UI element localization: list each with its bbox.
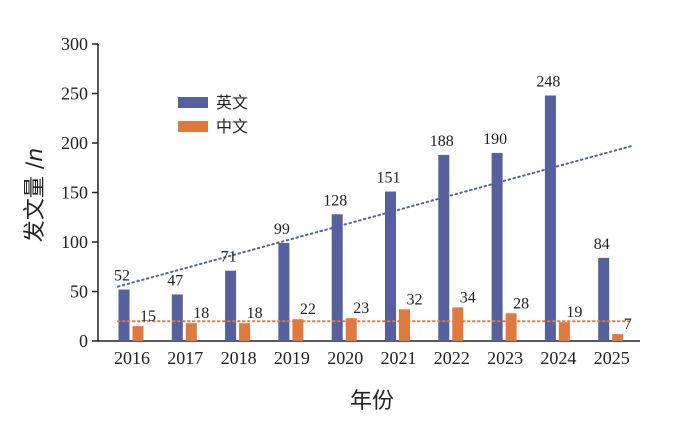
y-tick-label: 150 bbox=[61, 183, 88, 203]
x-tick-label: 2020 bbox=[327, 348, 363, 368]
data-label-chinese: 18 bbox=[247, 305, 263, 322]
legend: 英文 中文 bbox=[178, 93, 248, 136]
data-labels: 52 47 71 99 128 151 188 190 248 84 15 18 18 22 23 32 34 2… bbox=[114, 73, 632, 333]
data-label-english: 71 bbox=[221, 249, 237, 266]
data-label-chinese: 34 bbox=[460, 289, 476, 306]
bar-chinese bbox=[612, 334, 624, 341]
y-tick-label: 300 bbox=[61, 34, 88, 54]
x-tick-label: 2024 bbox=[540, 348, 576, 368]
bar-chinese bbox=[292, 319, 304, 341]
data-label-english: 188 bbox=[430, 133, 454, 150]
y-axis-title-var: n bbox=[23, 148, 48, 162]
bar-english bbox=[225, 270, 237, 341]
bar-chinese bbox=[452, 307, 464, 341]
bar-english bbox=[118, 289, 130, 341]
bar-chinese bbox=[132, 326, 144, 341]
data-label-chinese: 32 bbox=[407, 291, 423, 308]
data-label-english: 52 bbox=[114, 268, 130, 285]
trendlines bbox=[117, 144, 633, 323]
x-tick-label: 2016 bbox=[114, 348, 150, 368]
bar-chinese bbox=[399, 309, 410, 341]
y-ticks: 0 50 100 150 200 250 300 bbox=[61, 34, 98, 351]
legend-swatch-english bbox=[178, 97, 208, 108]
y-tick-label: 0 bbox=[79, 331, 88, 351]
legend-label-english: 英文 bbox=[216, 93, 248, 112]
y-tick-label: 100 bbox=[61, 232, 88, 252]
data-label-english: 84 bbox=[594, 236, 610, 253]
y-axis-title-sep: / bbox=[23, 161, 48, 176]
data-label-chinese: 7 bbox=[624, 316, 632, 333]
x-tick-label: 2022 bbox=[434, 348, 470, 368]
x-tick-label: 2017 bbox=[167, 348, 203, 368]
x-tick-label: 2023 bbox=[487, 348, 523, 368]
x-tick-label: 2019 bbox=[274, 348, 310, 368]
bar-english bbox=[278, 242, 290, 341]
bar-chinese bbox=[558, 322, 570, 341]
data-label-english: 128 bbox=[323, 192, 347, 209]
y-axis-title-text: 发文量 bbox=[23, 176, 48, 242]
x-tick-label: 2021 bbox=[381, 348, 417, 368]
bar-chinese bbox=[185, 323, 197, 341]
bar-english bbox=[598, 257, 610, 341]
x-ticks: 2016 2017 2018 2019 2020 2021 2022 2023 2024 2025 bbox=[114, 348, 630, 368]
bars bbox=[118, 95, 624, 341]
y-tick-label: 200 bbox=[61, 133, 88, 153]
data-label-chinese: 22 bbox=[300, 301, 316, 318]
trendline bbox=[117, 144, 633, 288]
bar-english bbox=[438, 154, 450, 341]
data-label-english: 99 bbox=[274, 221, 290, 238]
data-label-english: 248 bbox=[536, 73, 560, 90]
legend-label-chinese: 中文 bbox=[216, 117, 248, 136]
bar-chinese bbox=[505, 313, 517, 341]
bar-chinese bbox=[239, 323, 251, 341]
data-label-chinese: 19 bbox=[566, 304, 582, 321]
data-label-english: 151 bbox=[377, 170, 401, 187]
x-axis-title: 年份 bbox=[350, 389, 394, 414]
bar-english bbox=[385, 191, 396, 341]
data-label-chinese: 23 bbox=[353, 300, 369, 317]
bar-english bbox=[544, 95, 556, 341]
y-tick-label: 50 bbox=[70, 282, 88, 302]
data-label-english: 190 bbox=[483, 131, 507, 148]
data-label-chinese: 28 bbox=[513, 295, 529, 312]
data-label-chinese: 15 bbox=[140, 308, 156, 325]
y-axis-title: 发文量 /n bbox=[23, 148, 48, 242]
data-label-chinese: 18 bbox=[193, 305, 209, 322]
bar-chinese bbox=[345, 318, 357, 341]
x-tick-label: 2018 bbox=[221, 348, 257, 368]
y-tick-label: 250 bbox=[61, 84, 88, 104]
bar-english bbox=[491, 152, 503, 341]
x-tick-label: 2025 bbox=[594, 348, 630, 368]
legend-swatch-chinese bbox=[178, 121, 208, 132]
bar-english bbox=[331, 214, 343, 341]
bar-english bbox=[171, 294, 183, 341]
data-label-english: 47 bbox=[167, 272, 183, 289]
